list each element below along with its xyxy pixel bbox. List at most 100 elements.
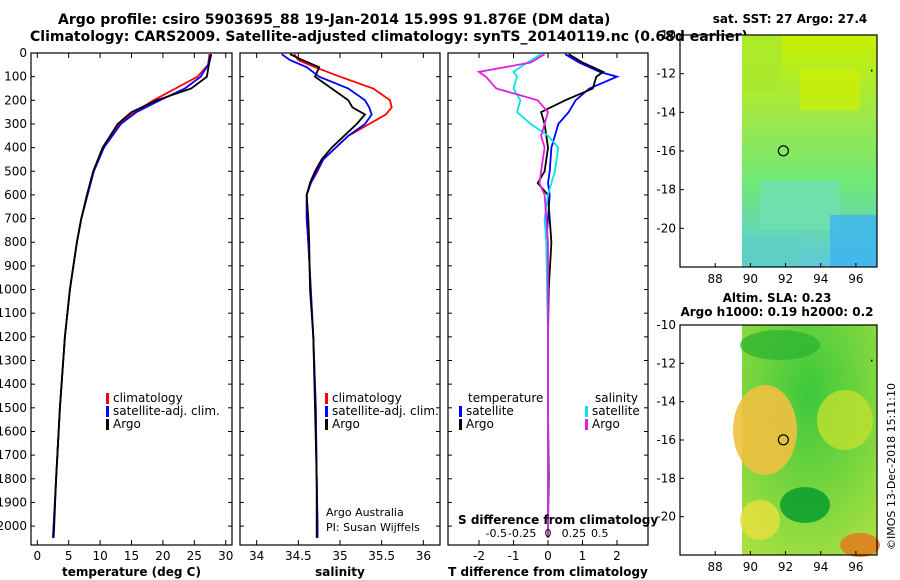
sla-map-title: Altim. SLA: 0.23 <box>723 291 832 305</box>
x-tick-label-salinity: 34.5 <box>285 549 312 563</box>
y-tick-label: 1700 <box>0 448 27 462</box>
map-y-tick-label: -16 <box>656 144 676 158</box>
s-diff-tick-label: -0.25 <box>508 527 536 540</box>
header-line-2: Climatology: CARS2009. Satellite-adjuste… <box>30 29 748 45</box>
y-tick-label: 1000 <box>0 283 27 297</box>
y-tick-label: 300 <box>4 117 27 131</box>
y-tick-label: 1900 <box>0 495 27 509</box>
s-diff-tick-label: -0.5 <box>486 527 507 540</box>
y-tick-label: 1300 <box>0 354 27 368</box>
x-axis-label-salinity: salinity <box>315 565 365 579</box>
series-line-temperature-0 <box>52 54 211 538</box>
diff-legend-left-swatch <box>459 406 462 417</box>
y-tick-label: 1600 <box>0 424 27 438</box>
y-tick-label: 2000 <box>0 519 27 533</box>
sst-heatmap-image <box>742 35 877 267</box>
map-y-tick-label: -10 <box>656 28 676 42</box>
series-line-difference-3 <box>476 53 549 538</box>
map-x-tick-label: 96 <box>848 560 863 574</box>
sst-map-title: sat. SST: 27 Argo: 27.4 <box>713 12 867 26</box>
series-line-difference-0 <box>545 53 620 538</box>
temp-legend-label: Argo <box>113 417 141 431</box>
y-tick-label: 1200 <box>0 330 27 344</box>
map-x-tick-label: 94 <box>813 560 828 574</box>
y-tick-label: 600 <box>4 188 27 202</box>
x-tick-label-difference: -2 <box>473 549 485 563</box>
sla-map-subtitle: Argo h1000: 0.19 h2000: 0.2 <box>680 305 873 319</box>
diff-legend-left-label: satellite <box>466 404 514 418</box>
y-tick-label: 800 <box>4 235 27 249</box>
y-tick-label: 400 <box>4 141 27 155</box>
y-tick-label: 1800 <box>0 472 27 486</box>
x-tick-label-salinity: 34 <box>249 549 264 563</box>
diff-legend-left-head: temperature <box>468 391 543 405</box>
credit-line-1: Argo Australia <box>326 506 404 519</box>
y-tick-label: 700 <box>4 212 27 226</box>
x-tick-label-temperature: 5 <box>65 549 73 563</box>
temp-legend-swatch <box>106 419 109 430</box>
diff-legend-right-label: satellite <box>592 404 640 418</box>
header-line-1: Argo profile: csiro 5903695_88 19-Jan-20… <box>58 12 611 28</box>
y-tick-label: 500 <box>4 164 27 178</box>
x-tick-label-temperature: 25 <box>187 549 202 563</box>
x-tick-label-temperature: 20 <box>155 549 170 563</box>
x-tick-label-salinity: 36 <box>416 549 431 563</box>
series-line-salinity-2 <box>289 53 367 538</box>
sal-legend-label: Argo <box>332 417 360 431</box>
temp-legend-label: satellite-adj. clim. <box>113 404 220 418</box>
y-tick-label: 1100 <box>0 306 27 320</box>
map-x-tick-label: 96 <box>848 272 863 286</box>
y-tick-label: 100 <box>4 70 27 84</box>
diff-legend-left-label: Argo <box>466 417 494 431</box>
sal-legend-swatch <box>325 406 328 417</box>
s-diff-tick-label: 0.25 <box>562 527 587 540</box>
series-line-temperature-2 <box>52 53 213 538</box>
plot-frame-temperature <box>30 52 233 546</box>
map-x-tick-label: 94 <box>813 272 828 286</box>
credit-line-2: PI: Susan Wijffels <box>326 521 420 534</box>
s-diff-tick-label: 0 <box>545 527 552 540</box>
s-diff-axis-label: S difference from climatology <box>458 513 658 527</box>
map-dot: · <box>870 64 874 80</box>
map-y-tick-label: -14 <box>656 395 676 409</box>
x-axis-label-temperature: temperature (deg C) <box>62 565 201 579</box>
series-line-difference-2 <box>512 53 560 538</box>
x-tick-label-difference: 1 <box>579 549 587 563</box>
map-y-tick-label: -12 <box>656 356 676 370</box>
x-tick-label-salinity: 35 <box>332 549 347 563</box>
map-dot: · <box>870 353 874 369</box>
y-tick-label: 1400 <box>0 377 27 391</box>
diff-legend-right-label: Argo <box>592 417 620 431</box>
series-line-salinity-0 <box>293 53 393 538</box>
map-y-tick-label: -14 <box>656 105 676 119</box>
map-x-tick-label: 92 <box>778 560 793 574</box>
credit-vertical: ©IMOS 13-Dec-2018 15:11:10 <box>885 383 898 550</box>
x-tick-label-temperature: 30 <box>218 549 233 563</box>
sal-legend-swatch <box>325 393 328 404</box>
x-tick-label-difference: -1 <box>508 549 520 563</box>
diff-legend-right-swatch <box>585 419 588 430</box>
map-y-tick-label: -10 <box>656 318 676 332</box>
temp-legend-swatch <box>106 406 109 417</box>
y-tick-label: 200 <box>4 93 27 107</box>
map-x-tick-label: 88 <box>708 560 723 574</box>
map-y-tick-label: -18 <box>656 471 676 485</box>
map-y-tick-label: -20 <box>656 510 676 524</box>
sal-legend-swatch <box>325 419 328 430</box>
plot-frame-salinity <box>239 52 441 546</box>
map-y-tick-label: -16 <box>656 433 676 447</box>
x-tick-label-temperature: 0 <box>33 549 41 563</box>
x-tick-label-temperature: 15 <box>124 549 139 563</box>
map-y-tick-label: -12 <box>656 67 676 81</box>
sal-legend-label: climatology <box>332 391 402 405</box>
map-x-tick-label: 90 <box>743 560 758 574</box>
map-x-tick-label: 90 <box>743 272 758 286</box>
y-tick-label: 0 <box>19 46 27 60</box>
temp-legend-label: climatology <box>113 391 183 405</box>
y-tick-label: 1500 <box>0 401 27 415</box>
map-x-tick-label: 92 <box>778 272 793 286</box>
diff-legend-left-swatch <box>459 419 462 430</box>
x-tick-label-difference: 2 <box>613 549 621 563</box>
x-tick-label-difference: 0 <box>544 549 552 563</box>
map-y-tick-label: -20 <box>656 221 676 235</box>
